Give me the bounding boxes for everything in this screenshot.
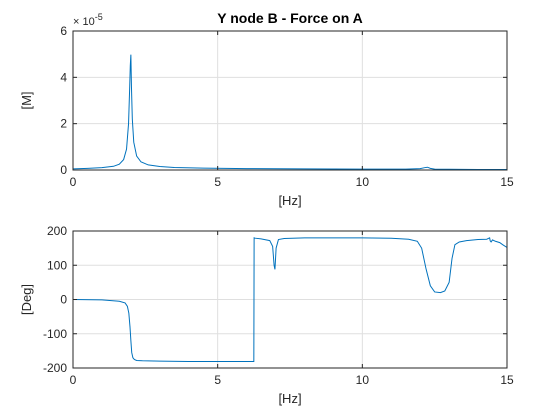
series-line [73,237,507,362]
y-tick-label: 100 [47,258,67,272]
y-tick-label: 6 [60,24,67,38]
x-tick-label: 5 [214,175,221,189]
x-tick-label: 15 [500,373,514,387]
series-line [73,54,507,170]
y-tick-label: 2 [60,117,67,131]
chart-title: Y node B - Force on A [217,10,362,26]
y-tick-label: -200 [43,361,67,375]
phase-panel: 0 5 10 15 -200 -100 0 100 200 [Hz] [Deg] [19,224,514,406]
x-tick-label: 5 [214,373,221,387]
y-tick-label: 0 [60,163,67,177]
y-tick-label: 0 [60,293,67,307]
x-axis-label: [Hz] [278,391,301,406]
y-tick-label: 4 [60,70,67,84]
x-tick-label: 0 [70,373,77,387]
plot-area [73,31,507,170]
y-tick-label: 200 [47,224,67,238]
axes-box [72,30,508,171]
y-axis-label: [M] [19,91,34,109]
x-tick-label: 10 [356,175,370,189]
x-axis-label: [Hz] [278,193,301,208]
x-tick-label: 15 [500,175,514,189]
x-tick-label: 0 [70,175,77,189]
y-tick-label: -100 [43,327,67,341]
y-axis-label: [Deg] [19,284,34,315]
y-axis-exponent: -5 [95,12,103,22]
x-tick-label: 10 [356,373,370,387]
